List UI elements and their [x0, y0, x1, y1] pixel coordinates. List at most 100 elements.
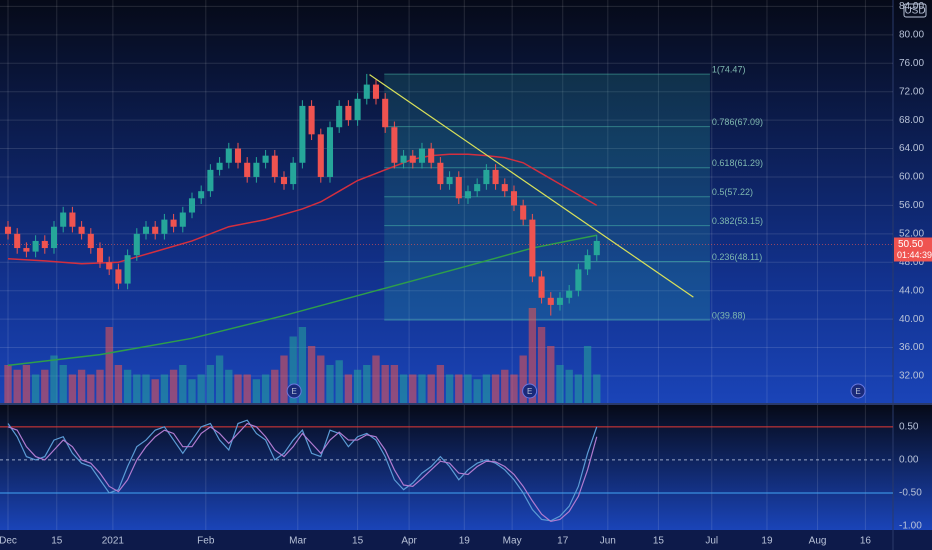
fib-label: 0.786(67.09) — [712, 117, 763, 127]
fib-label: 0.236(48.11) — [712, 252, 762, 262]
fib-zone — [384, 261, 710, 320]
time-axis — [0, 530, 932, 550]
oscillator-tick-label: -1.00 — [899, 521, 922, 532]
candle-body — [280, 176, 288, 185]
volume-bar — [537, 327, 546, 403]
oscillator-layer — [0, 405, 893, 530]
volume-bar — [547, 346, 555, 403]
countdown: 01:44:39 — [897, 250, 932, 260]
x-tick-label: Mar — [289, 536, 307, 547]
volume-bar — [409, 374, 417, 403]
candle-body — [216, 162, 223, 170]
candle-body — [96, 248, 104, 263]
candle-body — [529, 219, 536, 277]
volume-bar — [445, 374, 454, 403]
x-tick-label: Apr — [401, 536, 417, 547]
candle-body — [244, 162, 251, 177]
earnings-label: E — [527, 387, 532, 396]
y-tick-label: 56.00 — [899, 200, 924, 211]
volume-bar — [31, 374, 40, 403]
oscillator-line — [7, 419, 598, 522]
volume-bar — [96, 369, 104, 403]
x-tick-label: Aug — [809, 536, 827, 547]
volume-bar — [574, 374, 583, 403]
candle-body — [492, 169, 499, 185]
candle-body — [78, 226, 85, 234]
volume-bar — [556, 365, 564, 403]
candle-body — [372, 84, 380, 99]
candle-body — [198, 191, 205, 199]
candle-body — [345, 105, 352, 121]
oscillator-tick-label: 0.50 — [899, 421, 919, 432]
moving-average — [7, 153, 598, 265]
candle-body — [317, 134, 324, 177]
last-price-tag — [894, 237, 932, 262]
x-tick-label: Feb — [197, 536, 215, 547]
fib-zone — [384, 196, 710, 226]
volume-bar — [261, 374, 270, 403]
volume-bar — [593, 374, 601, 403]
volume-bar — [427, 374, 435, 403]
volume-bar — [326, 365, 334, 403]
volume-bar — [123, 369, 132, 403]
y-tick-label: 48.00 — [899, 257, 924, 268]
volume-bar — [188, 379, 196, 403]
volume-bar — [197, 374, 205, 403]
y-tick-label: 76.00 — [899, 58, 924, 69]
x-tick-label: Jun — [600, 536, 616, 547]
moving-average — [7, 234, 597, 367]
fib-label: 0.618(61.29) — [712, 158, 763, 168]
x-tick-label: 19 — [761, 536, 773, 547]
volume-bar — [271, 369, 279, 403]
earnings-label: E — [291, 387, 296, 396]
volume-bar — [289, 336, 297, 403]
x-tick-label: May — [503, 536, 522, 547]
y-tick-label: 80.00 — [899, 29, 924, 40]
volume-bar — [491, 374, 500, 403]
volume-bar — [4, 365, 12, 403]
x-tick-label: 16 — [860, 536, 872, 547]
volume-bar — [528, 308, 537, 403]
volume-bar — [335, 360, 343, 403]
earnings-marker — [286, 383, 302, 399]
fib-label: 0(39.88) — [712, 310, 746, 320]
volume-bar — [436, 365, 445, 403]
volume-bar — [68, 374, 77, 403]
candle-body — [382, 98, 389, 128]
volume-bar — [243, 374, 251, 403]
volume-bar — [353, 369, 362, 403]
volume-bar — [482, 374, 491, 403]
fib-zone — [384, 126, 710, 168]
volume-bar — [142, 374, 150, 403]
candle-body — [290, 162, 297, 185]
candle-body — [409, 155, 416, 163]
candle-body — [520, 205, 527, 220]
oscillator-tick-label: -0.50 — [899, 488, 922, 499]
earnings-marker — [522, 383, 538, 399]
volume-bar — [307, 346, 316, 403]
x-tick-label: 15 — [352, 536, 364, 547]
candle-body — [575, 269, 582, 291]
x-tick-label: Jul — [705, 536, 718, 547]
candle-body — [474, 184, 481, 192]
candle-body — [23, 248, 30, 252]
candle-body — [69, 212, 76, 227]
volume-bar — [372, 355, 380, 403]
candle-body — [501, 184, 508, 192]
candle-body — [188, 198, 196, 213]
x-tick-label: 15 — [653, 536, 665, 547]
earnings-marker — [850, 383, 866, 399]
candle-body — [464, 191, 472, 199]
candle-body — [262, 155, 269, 163]
volume-bar — [234, 374, 242, 403]
candle-body — [556, 297, 564, 305]
volume-bar — [317, 355, 325, 403]
volume-bar — [583, 346, 592, 403]
volume-bar — [22, 365, 31, 403]
volume-bar — [399, 374, 408, 403]
volume-bar — [280, 355, 288, 403]
volume-bar — [179, 365, 187, 403]
y-tick-label: 32.00 — [899, 371, 924, 382]
candle-body — [510, 191, 518, 206]
x-tick-label: Dec — [0, 536, 17, 547]
